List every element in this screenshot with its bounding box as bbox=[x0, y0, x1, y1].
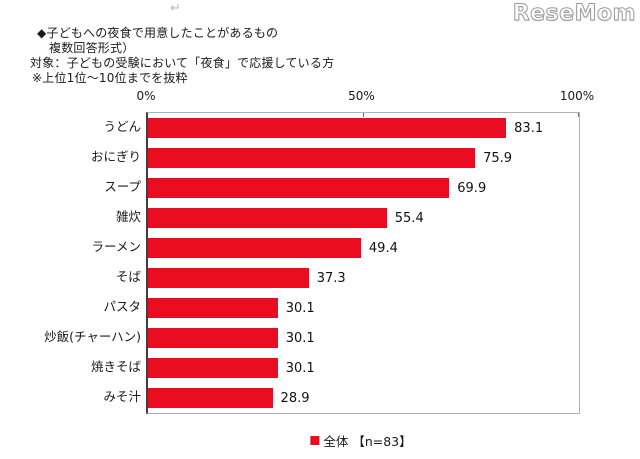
category-label: ラーメン bbox=[91, 239, 141, 254]
resemom-logo: ReseMom bbox=[512, 1, 636, 27]
category-label: そば bbox=[115, 269, 141, 284]
value-label: 30.1 bbox=[285, 300, 315, 316]
value-label: 30.1 bbox=[285, 360, 315, 376]
category-label: みそ汁 bbox=[103, 389, 141, 404]
plot-area: 83.1 75.9 69.9 55.4 49.4 37.3 30.1 30.1 30.1 28.9 bbox=[146, 112, 580, 414]
bar bbox=[148, 388, 273, 408]
value-label: 28.9 bbox=[280, 390, 310, 406]
bar bbox=[148, 238, 361, 258]
bar-row: 30.1 bbox=[148, 353, 579, 383]
bar-row: 37.3 bbox=[148, 263, 579, 293]
value-label: 30.1 bbox=[285, 330, 315, 346]
category-label: おにぎり bbox=[90, 149, 141, 164]
legend-swatch-icon bbox=[310, 436, 320, 445]
bar-row: 49.4 bbox=[148, 233, 579, 263]
value-label: 69.9 bbox=[457, 180, 487, 196]
bar bbox=[148, 148, 476, 168]
category-label: 焼きそば bbox=[90, 359, 141, 374]
x-axis-tick-label: 100% bbox=[559, 89, 595, 103]
chart-target-note: 対象：子どもの受験において「夜食」で応援している方 bbox=[30, 56, 335, 70]
bar bbox=[148, 268, 309, 288]
bar bbox=[148, 298, 278, 318]
bar bbox=[148, 358, 278, 378]
category-axis-labels: うどんおにぎりスープ雑炊ラーメンそばパスタ炒飯(チャーハン) 焼きそばみそ汁 bbox=[0, 112, 141, 412]
chart-footnote: ※上位1位～10位までを抜粋 bbox=[32, 71, 188, 85]
x-axis-tick-mark bbox=[362, 113, 364, 117]
bar-row: 30.1 bbox=[148, 293, 579, 323]
value-label: 83.1 bbox=[514, 120, 544, 136]
bar-row: 55.4 bbox=[148, 203, 579, 233]
value-label: 37.3 bbox=[316, 270, 346, 286]
category-label: スープ bbox=[104, 179, 141, 194]
value-label: 75.9 bbox=[483, 150, 513, 166]
bar bbox=[148, 328, 278, 348]
bar-row: 30.1 bbox=[148, 323, 579, 353]
legend-label: 全体 【n=83】 bbox=[323, 434, 412, 449]
bar-row: 69.9 bbox=[148, 173, 579, 203]
x-axis-tick-mark bbox=[578, 113, 579, 117]
chart-subtitle: 複数回答形式） bbox=[49, 41, 135, 55]
x-axis-tick-label: 0% bbox=[136, 89, 156, 103]
value-label: 55.4 bbox=[394, 210, 424, 226]
value-label: 49.4 bbox=[368, 240, 398, 256]
bar-row: 75.9 bbox=[148, 143, 579, 173]
paragraph-return-icon: ↵ bbox=[170, 1, 181, 16]
category-label: うどん bbox=[103, 119, 141, 134]
bar bbox=[148, 118, 507, 138]
chart-title: ◆子どもへの夜食で用意したことがあるもの bbox=[37, 26, 279, 40]
bar-row: 83.1 bbox=[148, 113, 579, 143]
bar bbox=[148, 208, 387, 228]
chart-header: ◆子どもへの夜食で用意したことがあるもの 複数回答形式） 対象：子どもの受験にお… bbox=[0, 26, 420, 86]
category-label: 炒飯(チャーハン) bbox=[44, 329, 141, 344]
bar-row: 28.9 bbox=[148, 383, 579, 413]
legend: 全体 【n=83】 bbox=[310, 431, 412, 450]
x-axis-labels: 0% 50% 100% bbox=[136, 89, 594, 105]
category-label: パスタ bbox=[103, 299, 141, 314]
bar bbox=[148, 178, 450, 198]
x-axis-tick-label: 50% bbox=[348, 89, 375, 103]
category-label: 雑炊 bbox=[115, 209, 141, 224]
